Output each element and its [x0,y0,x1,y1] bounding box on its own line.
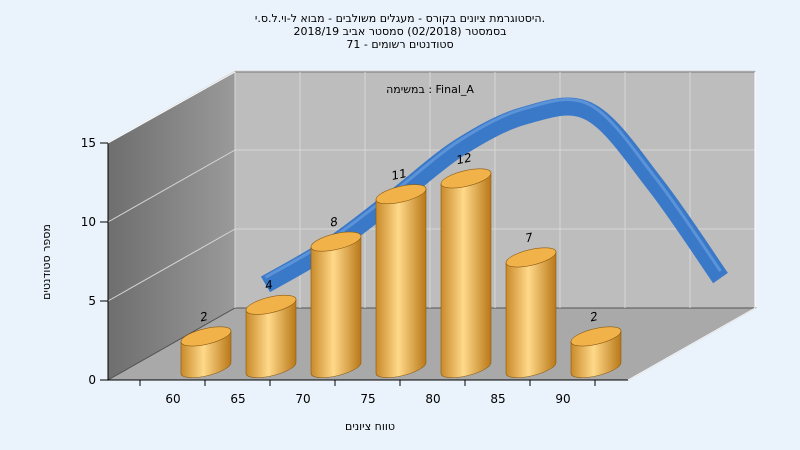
grid-line-side-5 [107,228,236,302]
chart-title-line-1: היסטוגרמת ציונים בקורס - מעגלים משולבים … [255,12,545,25]
bar-body [310,235,362,378]
bar-top [570,326,622,347]
y-tick-labels: 0 5 10 15 [81,136,108,387]
chart-title-line-3: סטודנטים רשומים - 71 [346,38,453,51]
bar-value-label: 2 [200,309,208,324]
bar-body [245,299,297,378]
floor-edge [627,307,756,381]
y-tick-label: 15 [81,136,96,150]
bar: 12 [440,150,492,378]
chart-title-group: היסטוגרמת ציונים בקורס - מעגלים משולבים … [255,12,545,51]
x-tick-label: 60 [165,392,180,406]
x-tick-labels: 60 65 70 75 80 85 90 [139,380,596,406]
bar-body [505,251,557,378]
y-tick-label: 10 [81,215,96,229]
bar-value-label: 4 [265,277,273,293]
grid-line-side-10 [107,149,236,223]
bar: 11 [375,166,427,378]
x-tick-label: 75 [360,392,375,406]
bar: 2 [180,309,232,378]
series-annotation: במשימה : Final_A [386,83,474,96]
bar-top [440,168,492,189]
bar-top [245,294,297,315]
x-tick-label: 80 [425,392,440,406]
bar: 8 [310,214,362,378]
y-tick-label: 0 [88,373,96,387]
x-axis-label: טווח ציונים [345,420,395,433]
bar: 2 [570,309,622,378]
bar-value-label: 7 [525,230,533,245]
bar-value-label: 12 [456,150,471,167]
chart-title-line-2: בסמסטר (02/2018) סמסטר אביב 2018/19 [293,25,506,38]
bar-body [375,188,427,378]
y-tick-label: 5 [88,294,96,308]
bar-series: 2 4 8 11 12 7 2 [180,150,622,378]
bar-top [505,247,557,268]
x-tick-label: 70 [295,392,310,406]
bar-value-label: 8 [330,214,338,229]
bar-value-label: 2 [590,309,598,324]
bar-value-label: 11 [391,166,406,183]
bar-top [310,231,362,252]
side-wall-edge [107,71,236,144]
bar: 4 [245,277,297,378]
line-series-highlight [264,98,722,279]
y-axis-label: מספר סטודנטים [40,224,53,300]
x-tick-label: 65 [230,392,245,406]
bar-body [440,172,492,378]
bar-top [180,326,232,347]
bar-top [375,184,427,205]
x-tick-label: 85 [490,392,505,406]
bar: 7 [505,230,557,378]
x-tick-label: 90 [555,392,570,406]
